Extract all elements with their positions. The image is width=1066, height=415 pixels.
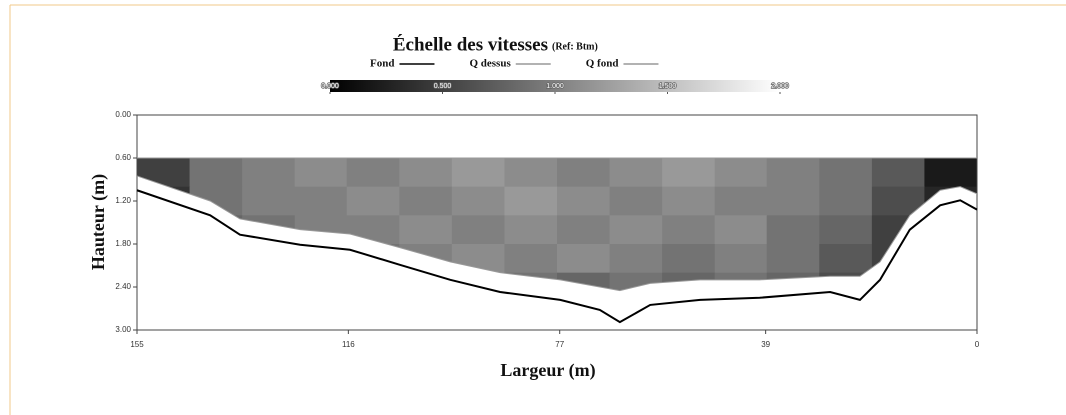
plot-frame <box>136 114 978 331</box>
velocity-cell <box>557 215 611 245</box>
x-tick-label: 77 <box>555 340 564 349</box>
colorbar-tick-label: 1.000 <box>546 83 564 90</box>
velocity-cell <box>714 158 768 188</box>
velocity-cell <box>451 244 505 274</box>
colorbar-tick-label: 0.500 <box>434 83 452 90</box>
y-tick-label: 3.00 <box>115 325 131 334</box>
velocity-cell <box>766 158 820 188</box>
x-tick-label: 0 <box>975 340 980 349</box>
velocity-cell <box>504 244 558 274</box>
velocity-cell <box>242 244 296 274</box>
velocity-cell <box>399 244 453 274</box>
legend-label: Q fond <box>586 58 619 70</box>
colorbar-tick-label: 2.000 <box>771 83 789 90</box>
velocity-cell <box>871 215 925 245</box>
y-tick-label: 0.60 <box>115 153 131 162</box>
velocity-cell <box>871 272 925 291</box>
velocity-cell <box>819 158 873 188</box>
legend-label: Fond <box>370 58 394 70</box>
velocity-cell <box>662 215 716 245</box>
velocity-cell <box>504 158 558 188</box>
section-line <box>136 189 978 324</box>
velocity-cell <box>819 215 873 245</box>
y-tick-label: 1.80 <box>115 239 131 248</box>
velocity-cell <box>451 215 505 245</box>
velocity-cell <box>242 272 296 291</box>
velocity-cell <box>714 186 768 216</box>
velocity-cell <box>294 158 348 188</box>
velocity-cell <box>189 244 243 274</box>
velocity-cell <box>714 244 768 274</box>
velocity-cell <box>871 186 925 216</box>
velocity-cell <box>137 158 191 188</box>
velocity-cell <box>137 272 191 291</box>
velocity-cell <box>819 244 873 274</box>
y-tick-label: 2.40 <box>115 282 131 291</box>
velocity-cell <box>399 272 453 291</box>
velocity-cell <box>242 158 296 188</box>
colorbar-tick-label: 1.500 <box>659 83 677 90</box>
velocity-cell <box>504 272 558 291</box>
y-tick-label: 0.00 <box>115 110 131 119</box>
velocity-cell <box>766 186 820 216</box>
velocity-cell <box>346 272 400 291</box>
velocity-cell <box>609 186 663 216</box>
velocity-cell <box>819 186 873 216</box>
y-axis-label: Hauteur (m) <box>88 174 109 270</box>
velocity-cell <box>346 186 400 216</box>
legend-label: Q dessus <box>469 58 511 70</box>
chart-subtitle: (Ref: Btm) <box>552 41 598 52</box>
velocity-cell <box>399 215 453 245</box>
velocity-cell <box>451 186 505 216</box>
velocity-cell <box>294 272 348 291</box>
colorbar <box>330 80 780 92</box>
colorbar-tick-label: 0.000 <box>321 83 339 90</box>
velocity-cell <box>609 158 663 188</box>
velocity-cell <box>242 186 296 216</box>
velocity-cell <box>609 215 663 245</box>
velocity-cell <box>766 244 820 274</box>
x-tick-label: 116 <box>342 340 355 349</box>
velocity-cell <box>399 186 453 216</box>
velocity-cell <box>399 158 453 188</box>
velocity-cell <box>504 215 558 245</box>
velocity-cell <box>346 244 400 274</box>
velocity-cell <box>504 186 558 216</box>
velocity-cell <box>662 158 716 188</box>
velocity-cell <box>137 244 191 274</box>
x-tick-label: 39 <box>761 340 770 349</box>
chart-title: Échelle des vitesses <box>393 33 548 55</box>
velocity-cell <box>189 272 243 291</box>
velocity-cell <box>924 272 977 291</box>
velocity-cell <box>557 186 611 216</box>
velocity-cell <box>871 158 925 188</box>
x-tick-label: 155 <box>130 340 144 349</box>
velocity-cell <box>662 272 716 291</box>
heatmap <box>137 158 977 291</box>
velocity-cell <box>714 215 768 245</box>
velocity-cell <box>609 244 663 274</box>
velocity-cell <box>451 158 505 188</box>
velocity-cell <box>346 158 400 188</box>
velocity-cell <box>662 244 716 274</box>
velocity-cell <box>557 158 611 188</box>
velocity-cell <box>189 158 243 188</box>
velocity-cell <box>924 158 977 188</box>
velocity-cell <box>662 186 716 216</box>
x-axis-label: Largeur (m) <box>500 360 595 381</box>
velocity-cell <box>924 244 977 274</box>
velocity-cell <box>137 215 191 245</box>
section-line <box>136 175 978 292</box>
velocity-cell <box>557 244 611 274</box>
y-tick-label: 1.20 <box>115 196 131 205</box>
velocity-cell <box>924 215 977 245</box>
velocity-cell <box>766 215 820 245</box>
velocity-cell <box>819 272 873 291</box>
velocity-cell <box>294 186 348 216</box>
